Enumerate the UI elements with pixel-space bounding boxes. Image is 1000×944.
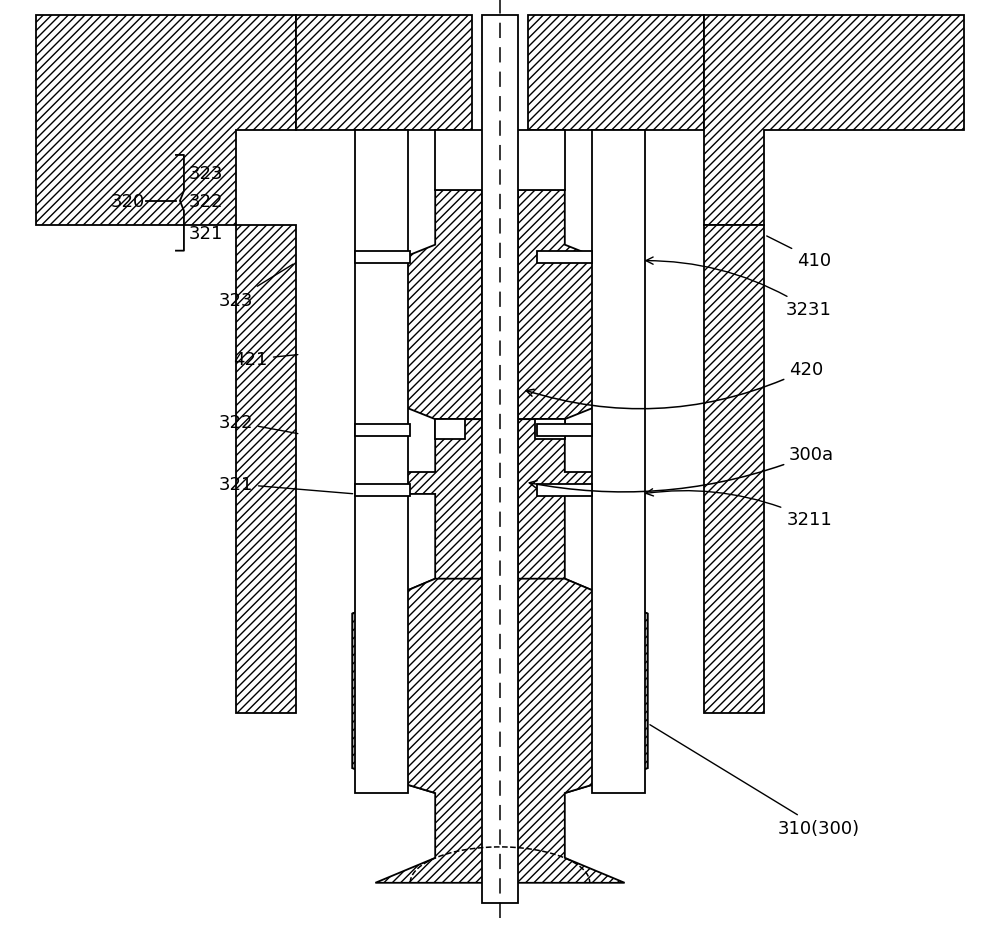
- Polygon shape: [352, 579, 648, 883]
- Text: 300a: 300a: [529, 446, 834, 493]
- Polygon shape: [36, 16, 296, 226]
- Bar: [482, 16, 518, 902]
- Text: 3231: 3231: [646, 258, 832, 319]
- Text: 323: 323: [189, 164, 223, 183]
- Polygon shape: [518, 420, 648, 793]
- Text: 321: 321: [219, 476, 353, 494]
- Text: 320: 320: [111, 193, 145, 211]
- Polygon shape: [592, 131, 645, 793]
- Text: 310(300): 310(300): [650, 725, 860, 837]
- Bar: [537, 484, 592, 497]
- Bar: [537, 251, 592, 263]
- Bar: [435, 420, 465, 440]
- Bar: [355, 484, 410, 497]
- Bar: [535, 420, 565, 440]
- Bar: [435, 131, 565, 191]
- Polygon shape: [360, 191, 482, 420]
- Text: 3211: 3211: [646, 489, 832, 529]
- Polygon shape: [704, 16, 964, 226]
- Text: 421: 421: [234, 351, 298, 369]
- Polygon shape: [355, 131, 408, 793]
- Text: 420: 420: [526, 361, 823, 410]
- Text: 322: 322: [189, 193, 223, 211]
- Bar: [355, 425, 410, 437]
- Text: 322: 322: [219, 413, 298, 434]
- Polygon shape: [236, 226, 296, 714]
- Polygon shape: [352, 420, 482, 793]
- Text: 410: 410: [767, 237, 831, 269]
- Polygon shape: [296, 16, 472, 131]
- Polygon shape: [704, 226, 764, 714]
- Bar: [355, 251, 410, 263]
- Polygon shape: [518, 191, 640, 420]
- Text: 323: 323: [219, 265, 293, 310]
- Text: 321: 321: [189, 225, 223, 243]
- Bar: [537, 425, 592, 437]
- Polygon shape: [528, 16, 704, 131]
